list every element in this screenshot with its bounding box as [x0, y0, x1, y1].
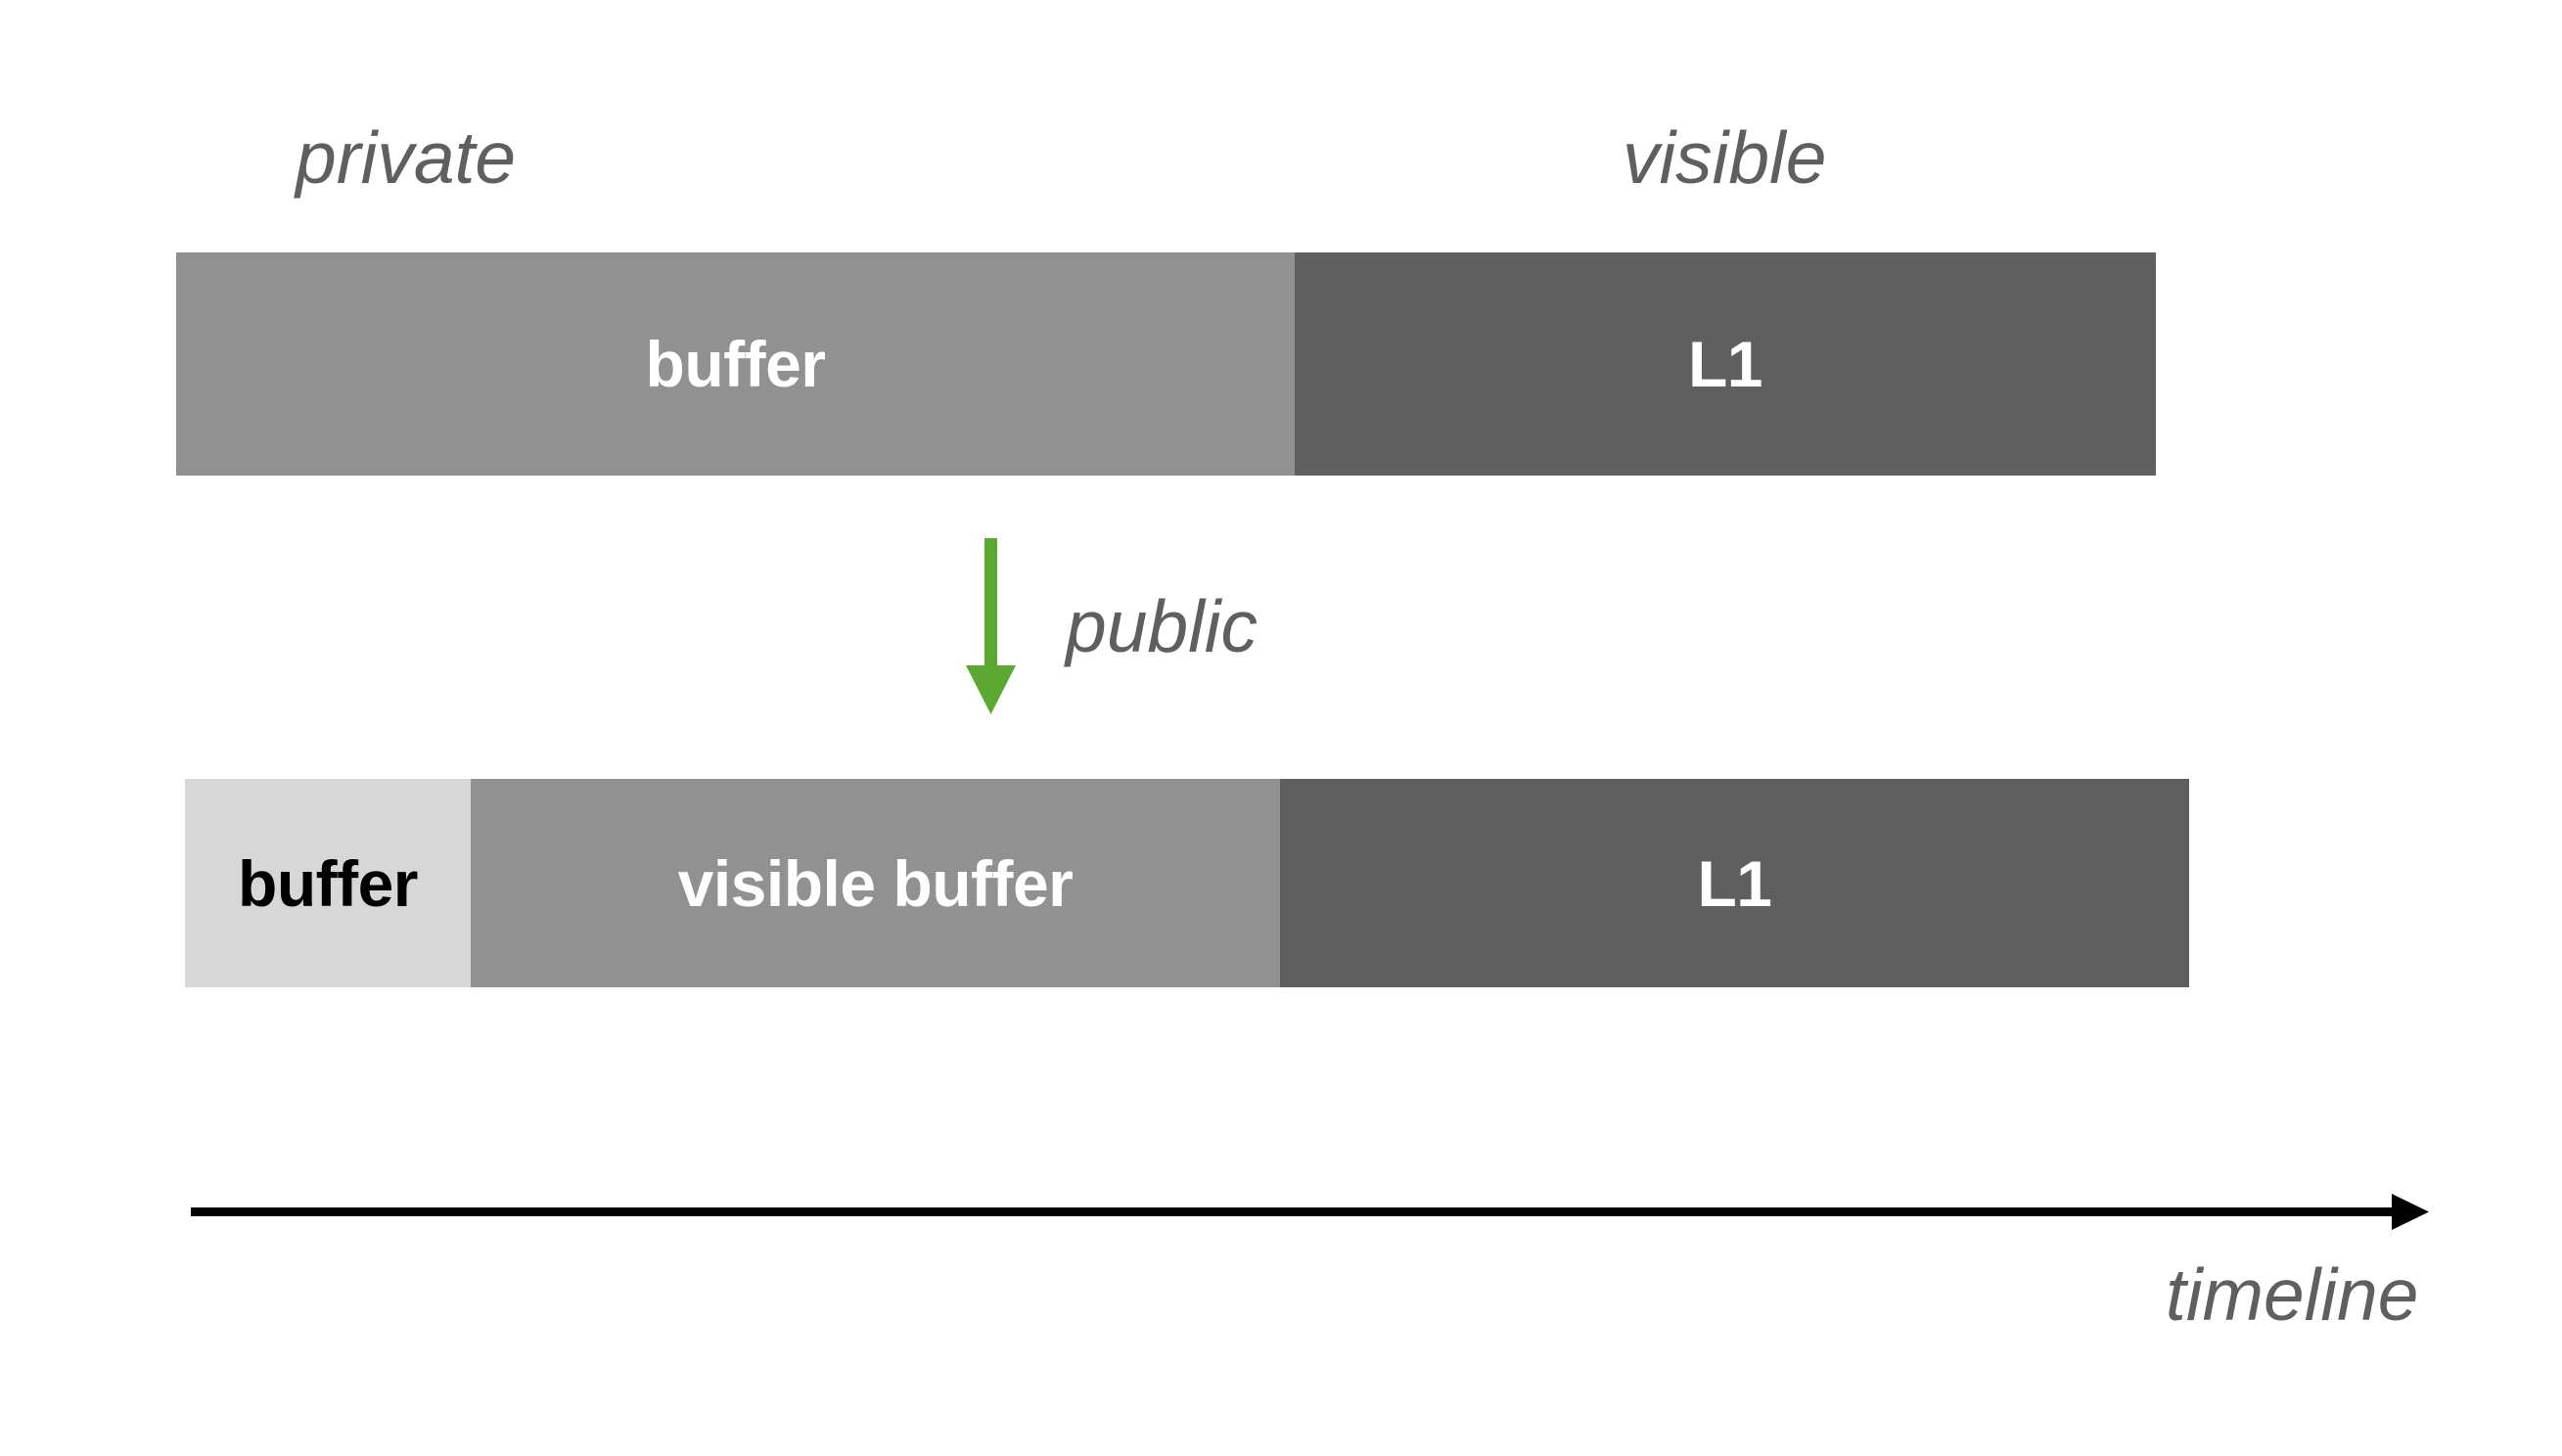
top-buffer-segment: buffer	[176, 252, 1295, 476]
down-arrow-icon	[966, 538, 1016, 714]
label-public: public	[1066, 585, 1258, 667]
label-private: private	[296, 116, 517, 199]
bottom-buffer-segment: buffer	[185, 779, 471, 987]
bottom-l1-segment: L1	[1280, 779, 2189, 987]
right-arrow-icon	[191, 1194, 2429, 1230]
bottom-visible-buffer-segment: visible buffer	[471, 779, 1280, 987]
top-l1-segment: L1	[1295, 252, 2156, 476]
label-visible: visible	[1623, 116, 1827, 199]
label-timeline: timeline	[2166, 1253, 2419, 1336]
